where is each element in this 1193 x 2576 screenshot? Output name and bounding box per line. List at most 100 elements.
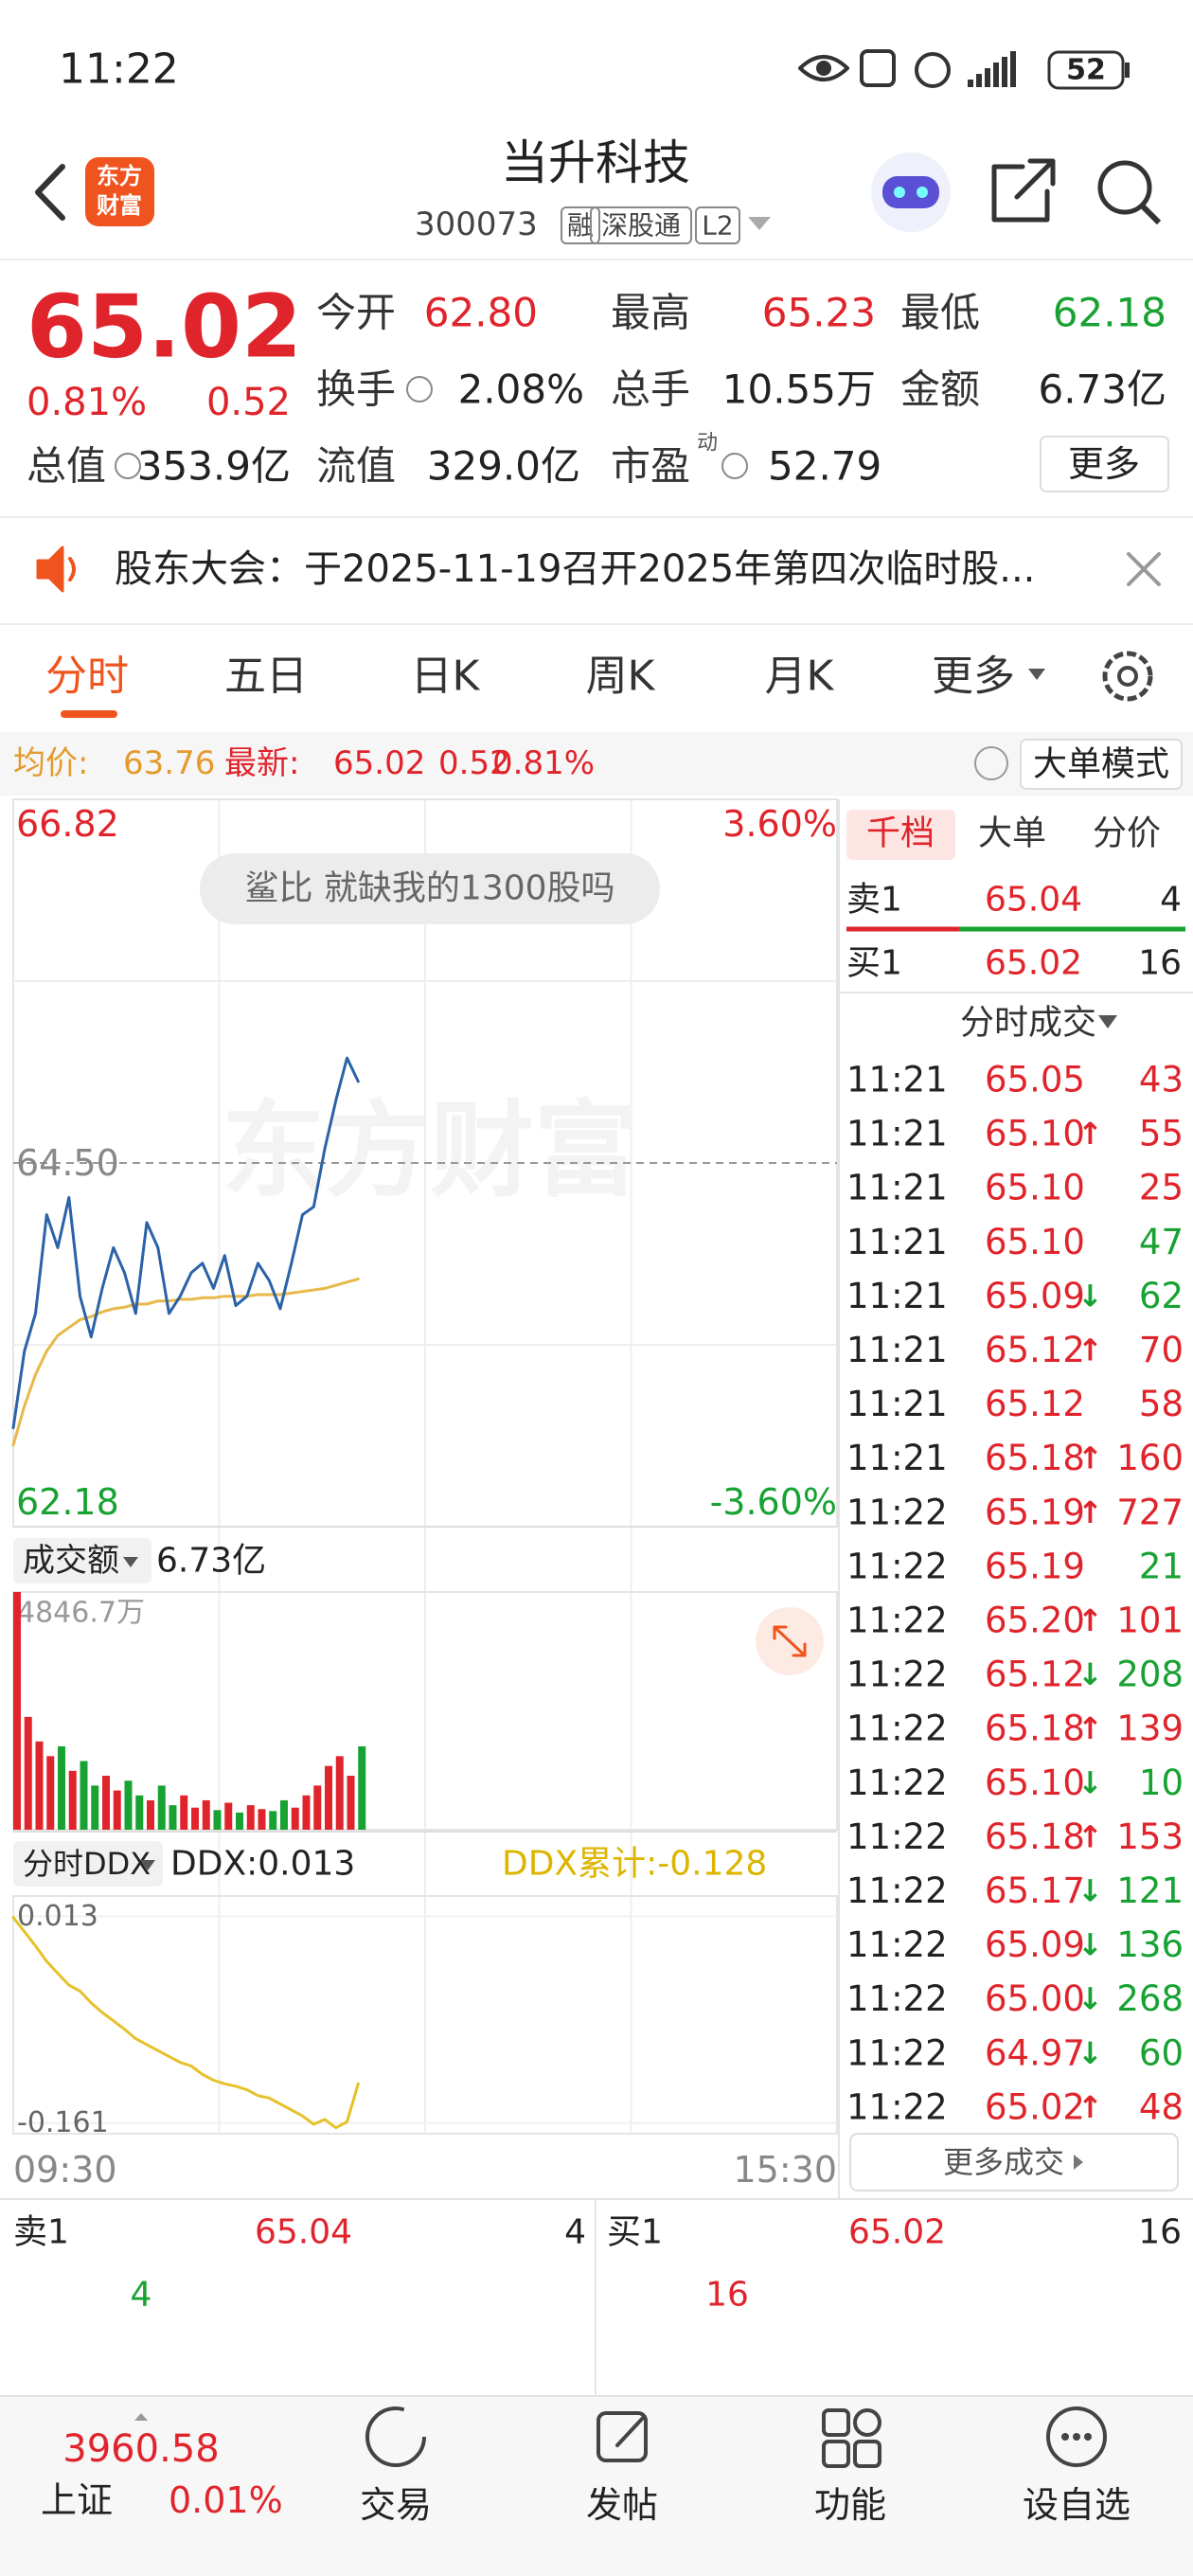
latest-value: 65.02 [333,744,425,782]
notice-close[interactable] [1127,552,1161,586]
nav-item[interactable]: 交易 [360,2484,432,2526]
chart-tab[interactable]: 月K [765,653,835,701]
last-price: 65.02 [27,277,302,378]
ddx-dropdown [140,1860,155,1870]
y-tick-label: -0.161 [17,2106,109,2139]
volume-bar [347,1776,355,1830]
back-button[interactable] [35,164,65,221]
nav-item[interactable]: 功能 [814,2484,886,2526]
field-label: 流值 [316,443,396,490]
more-trades-button [849,2133,1179,2191]
help-icon[interactable] [974,746,1008,780]
volume-bar [180,1795,188,1830]
stock-title: 当升科技 [501,135,690,190]
trade-volume: 208 [1116,1655,1184,1695]
trade-time: 11:21 [846,1330,948,1370]
watchlist-dot [1061,2433,1069,2441]
search-button[interactable] [1097,160,1152,215]
trade-arrow: ↑ [1077,1818,1103,1854]
nav-item[interactable]: 发帖 [586,2484,658,2526]
index-value[interactable]: 3960.58 [62,2427,219,2471]
volume-bar [135,1795,144,1830]
more-trades-text[interactable]: 更多成交 [943,2144,1064,2180]
trade-arrow: ↓ [1077,2035,1103,2071]
speaker-wave [68,557,76,581]
trade-price: 65.12 [985,1655,1085,1695]
buy-queue: 16 [705,2276,749,2315]
trade-icon [365,2406,426,2467]
signal-bar [993,63,999,87]
trade-price: 65.00 [985,1978,1085,2019]
trade-price: 65.02 [985,2086,1085,2127]
notice-bg [0,517,1193,624]
battery-level: 52 [1066,54,1106,87]
volume-selector [13,1538,151,1583]
code-dropdown[interactable] [748,217,771,230]
trades-title[interactable]: 分时成交 [960,1004,1096,1043]
volume-title[interactable]: 成交额 [23,1542,119,1580]
book-volume: 16 [1138,944,1182,983]
expand-icon [773,1625,807,1657]
info-icon[interactable] [721,453,748,479]
notice-text[interactable]: 股东大会：于2025-11-19召开2025年第四次临时股... [115,547,1035,591]
latest-change: 0.52 [438,744,510,782]
volume-bar [202,1799,210,1830]
trade-arrow: ↓ [1077,1278,1103,1314]
trade-volume: 48 [1139,2086,1184,2127]
trade-arrow: ↑ [1077,1602,1103,1638]
signal-bar [1010,51,1016,87]
trade-volume: 60 [1139,2032,1184,2073]
tag-text: L2 [702,210,733,242]
chart-tab[interactable]: 周K [586,653,656,701]
settings-button[interactable] [1102,651,1153,702]
nav-item[interactable]: 设自选 [1023,2484,1131,2526]
trade-time: 11:21 [846,1168,948,1208]
depth-tab[interactable]: 千档 [866,814,935,853]
depth-tab[interactable]: 大单 [978,814,1046,853]
info-icon[interactable] [406,376,433,402]
trade-price: 65.10 [985,1114,1085,1154]
signal-bar [1002,57,1007,87]
more-button-text[interactable]: 更多 [1068,443,1140,485]
ddx-frame [12,1895,838,2135]
field-value: 353.9亿 [137,443,291,490]
ddx-title[interactable]: 分时DDX [23,1846,151,1882]
mode-button-text[interactable]: 大单模式 [1033,745,1169,784]
volume-bar [191,1807,199,1830]
chart-tab[interactable]: 日K [411,653,481,701]
function-icon [822,2440,850,2468]
field-label: 换手 [316,367,396,413]
chart-tab[interactable]: 五日 [224,653,308,701]
volume-bar [24,1716,32,1830]
bottom-price: 65.02 [848,2213,946,2252]
chart-tab[interactable]: 更多 [932,653,1015,701]
trade-arrow: ↓ [1077,1656,1103,1692]
info-icon[interactable] [115,453,141,479]
trade-arrow: ↑ [1077,1116,1103,1152]
share-button[interactable] [991,158,1056,223]
chart-tab[interactable]: 分时 [45,653,129,701]
volume-bar [236,1812,243,1830]
trade-time: 11:21 [846,1438,948,1478]
field-value: 6.73亿 [1038,367,1166,413]
field-value: 65.23 [762,290,876,336]
trade-volume: 10 [1139,1762,1184,1803]
post-icon [596,2411,648,2462]
trade-time: 11:21 [846,1060,948,1100]
trade-arrow: ↓ [1077,1764,1103,1800]
more-button [1040,436,1169,492]
trade-price: 65.20 [985,1601,1085,1641]
bottom-volume: 16 [1138,2213,1182,2252]
volume-bar [13,1592,21,1830]
volume-bar [335,1756,344,1830]
change-pct: 0.81% [27,381,147,424]
index-name: 上证 [41,2479,113,2521]
trade-time: 11:22 [846,1870,948,1911]
y-tick-label: 66.82 [16,803,119,845]
depth-tab[interactable]: 分价 [1093,814,1161,853]
latest-change-pct: 0.81% [492,744,595,782]
volume-bar [246,1805,255,1830]
trade-price: 65.18 [985,1438,1085,1478]
